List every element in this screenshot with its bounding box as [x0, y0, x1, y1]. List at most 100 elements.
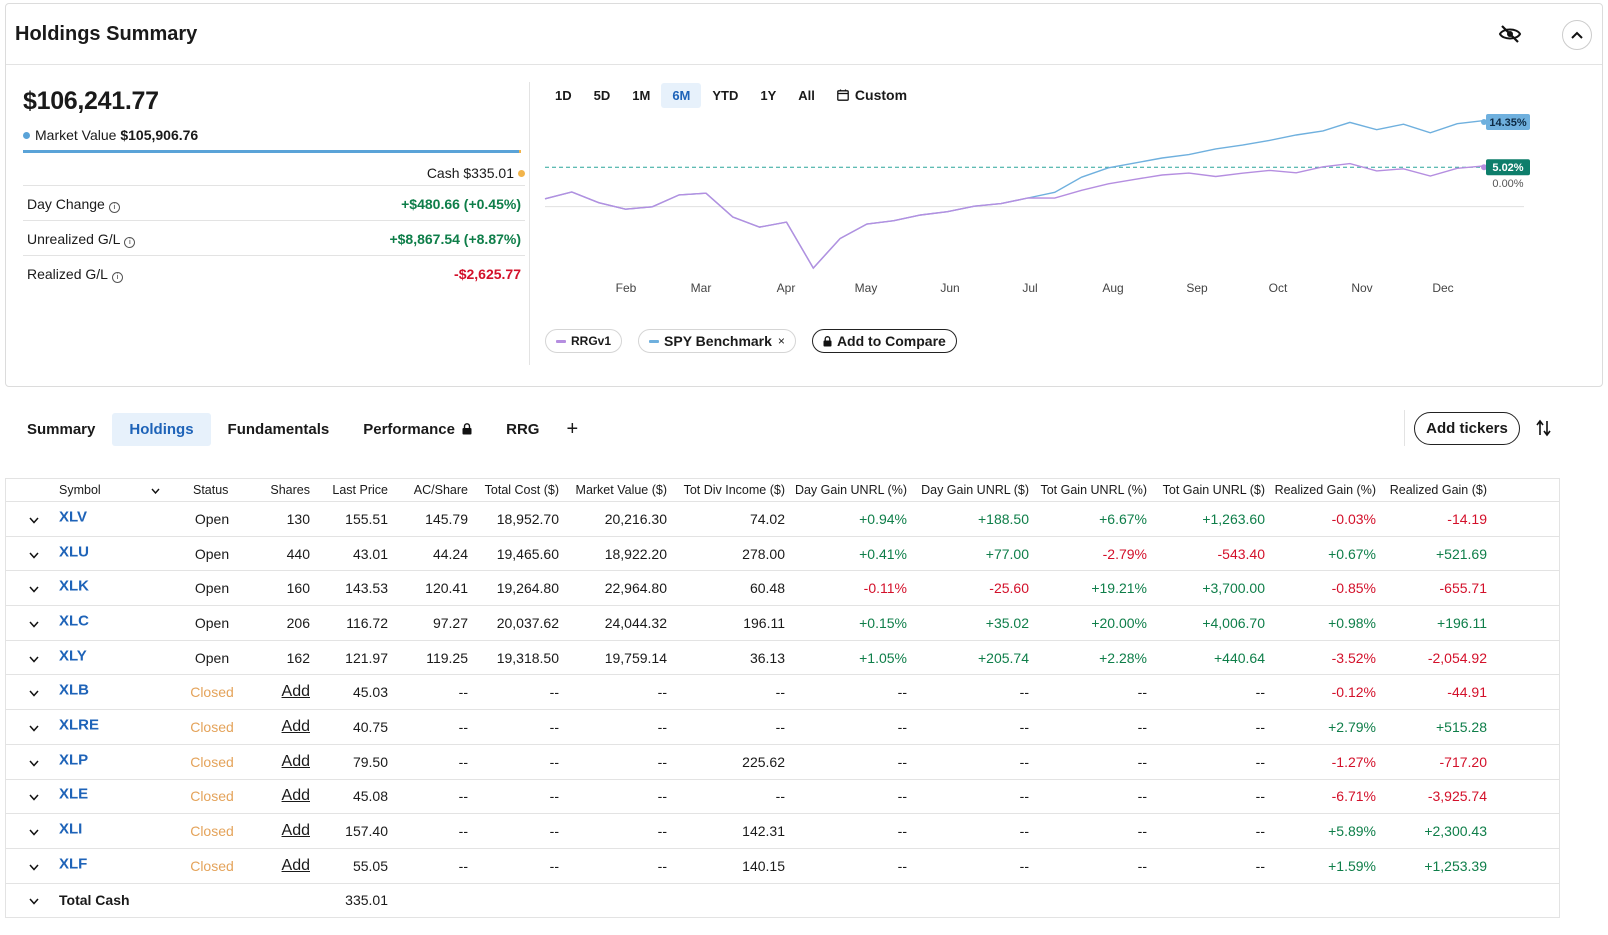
- table-cell: --: [897, 718, 907, 735]
- add-tab-icon[interactable]: +: [566, 417, 579, 440]
- tab-summary[interactable]: Summary: [27, 420, 96, 438]
- expand-chevron-icon[interactable]: [29, 858, 39, 874]
- range-1d[interactable]: 1D: [555, 87, 572, 103]
- cash-dot-icon: [518, 170, 525, 177]
- divider: [1404, 410, 1405, 446]
- column-header[interactable]: Market Value ($): [575, 483, 667, 497]
- column-header[interactable]: AC/Share: [413, 483, 468, 497]
- expand-chevron-icon[interactable]: [29, 546, 39, 562]
- table-row: XLP Closed Add 79.50 -- -- -- 225.62 -- -- -- -- -1.…: [6, 745, 1559, 780]
- table-cell: -0.03%: [1331, 510, 1376, 527]
- column-header[interactable]: Shares: [270, 483, 310, 497]
- table-cell: -543.40: [1217, 545, 1265, 562]
- table-cell: --: [549, 718, 559, 735]
- column-header[interactable]: Realized Gain (%): [1274, 483, 1376, 497]
- tab-holdings[interactable]: Holdings: [112, 412, 211, 446]
- add-shares-link[interactable]: Add: [281, 752, 310, 770]
- x-tick-label: Apr: [777, 281, 796, 295]
- table-cell: +1.05%: [859, 649, 907, 666]
- lock-icon: [462, 422, 472, 434]
- table-cell: 130: [286, 510, 310, 527]
- range-custom[interactable]: Custom: [826, 82, 918, 108]
- series-end-point: [1481, 119, 1487, 125]
- expand-chevron-icon[interactable]: [29, 788, 39, 804]
- range-all[interactable]: All: [798, 87, 815, 103]
- ticker-symbol[interactable]: XLI: [59, 820, 83, 838]
- column-header[interactable]: Total Cost ($): [484, 483, 559, 497]
- ticker-symbol[interactable]: XLRE: [59, 716, 100, 734]
- column-header[interactable]: Status: [193, 483, 229, 497]
- column-header[interactable]: Last Price: [332, 483, 388, 497]
- ticker-symbol[interactable]: XLY: [59, 647, 87, 665]
- chevron-down-icon[interactable]: [151, 483, 160, 497]
- add-tickers-button[interactable]: Add tickers: [1414, 412, 1520, 445]
- column-header[interactable]: Symbol: [59, 483, 101, 497]
- expand-chevron-icon[interactable]: [29, 615, 39, 631]
- column-header[interactable]: Day Gain UNRL (%): [794, 483, 907, 497]
- hide-values-icon[interactable]: [1498, 22, 1522, 46]
- status: Open: [194, 614, 230, 631]
- tab-fundamentals[interactable]: Fundamentals: [227, 420, 330, 438]
- column-header[interactable]: Tot Gain UNRL ($): [1162, 483, 1265, 497]
- ticker-symbol[interactable]: XLV: [59, 508, 88, 526]
- table-cell: --: [897, 788, 907, 805]
- column-header[interactable]: Tot Div Income ($): [683, 483, 785, 497]
- ticker-symbol[interactable]: XLC: [59, 612, 89, 630]
- info-icon[interactable]: i: [111, 272, 123, 283]
- legend-spy[interactable]: SPY Benchmark ×: [638, 329, 796, 353]
- ticker-symbol[interactable]: XLE: [59, 785, 89, 803]
- range-5d[interactable]: 5D: [593, 87, 611, 103]
- table-cell: --: [1137, 823, 1147, 840]
- table-cell: 143.53: [345, 580, 388, 597]
- table-cell: -6.71%: [1331, 788, 1376, 805]
- table-cell: --: [775, 684, 785, 701]
- expand-chevron-icon[interactable]: [29, 892, 39, 908]
- sort-icon[interactable]: [1536, 419, 1552, 442]
- svg-text:5.02%: 5.02%: [1492, 162, 1523, 174]
- add-shares-link[interactable]: Add: [281, 856, 310, 874]
- tab-performance[interactable]: Performance: [346, 413, 489, 446]
- ticker-symbol[interactable]: XLK: [59, 577, 89, 595]
- remove-benchmark-icon[interactable]: ×: [777, 334, 785, 348]
- expand-chevron-icon[interactable]: [29, 580, 39, 596]
- column-header[interactable]: Tot Gain UNRL (%): [1040, 483, 1147, 497]
- table-cell: --: [657, 857, 667, 874]
- legend-rrg[interactable]: RRGv1: [545, 329, 623, 353]
- table-cell: -0.85%: [1331, 580, 1376, 597]
- tab-rrg[interactable]: RRG: [506, 420, 540, 438]
- add-shares-link[interactable]: Add: [281, 822, 310, 840]
- status: Closed: [190, 788, 234, 805]
- add-shares-link[interactable]: Add: [281, 787, 310, 805]
- range-1y[interactable]: 1Y: [760, 87, 777, 103]
- expand-chevron-icon[interactable]: [29, 684, 39, 700]
- chevron-up-icon: [1571, 31, 1583, 39]
- table-cell: --: [897, 684, 907, 701]
- ticker-symbol[interactable]: XLU: [59, 543, 89, 561]
- table-cell: -25.60: [989, 580, 1029, 597]
- total-cash-row: Total Cash 335.01: [6, 884, 1559, 919]
- x-tick-label: Dec: [1432, 281, 1453, 295]
- expand-chevron-icon[interactable]: [29, 823, 39, 839]
- info-icon[interactable]: i: [108, 202, 120, 213]
- collapse-button[interactable]: [1562, 20, 1592, 50]
- table-cell: --: [657, 823, 667, 840]
- table-cell: --: [1019, 788, 1029, 805]
- column-header[interactable]: Day Gain UNRL ($): [921, 483, 1029, 497]
- range-6m[interactable]: 6M: [661, 82, 702, 108]
- column-header[interactable]: Realized Gain ($): [1389, 483, 1487, 497]
- card-header: Holdings Summary: [6, 4, 1602, 65]
- expand-chevron-icon[interactable]: [29, 511, 39, 527]
- range-1m[interactable]: 1M: [632, 87, 651, 103]
- range-ytd[interactable]: YTD: [712, 87, 739, 103]
- add-shares-link[interactable]: Add: [281, 717, 310, 735]
- ticker-symbol[interactable]: XLP: [59, 751, 89, 769]
- expand-chevron-icon[interactable]: [29, 650, 39, 666]
- expand-chevron-icon[interactable]: [29, 719, 39, 735]
- expand-chevron-icon[interactable]: [29, 754, 39, 770]
- add-to-compare-button[interactable]: Add to Compare: [811, 329, 957, 353]
- ticker-symbol[interactable]: XLB: [59, 681, 89, 699]
- svg-text:14.35%: 14.35%: [1489, 117, 1527, 129]
- add-shares-link[interactable]: Add: [281, 683, 310, 701]
- ticker-symbol[interactable]: XLF: [59, 855, 88, 873]
- info-icon[interactable]: i: [124, 237, 136, 248]
